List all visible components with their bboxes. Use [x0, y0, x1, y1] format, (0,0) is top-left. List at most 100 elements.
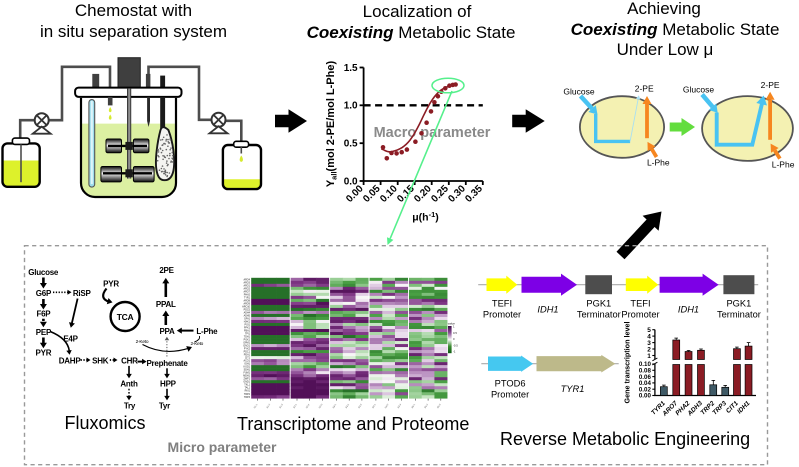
svg-text:L-Phe: L-Phe: [196, 327, 218, 336]
svg-text:PPA: PPA: [159, 327, 175, 336]
svg-text:GND1: GND1: [243, 381, 250, 384]
svg-text:S3-3: S3-3: [358, 403, 363, 409]
svg-text:1: 1: [453, 325, 455, 329]
svg-text:DAHP: DAHP: [59, 357, 82, 366]
svg-text:Anth: Anth: [120, 380, 138, 389]
svg-text:PPAL: PPAL: [156, 300, 176, 309]
svg-text:2-Keto: 2-Keto: [190, 341, 203, 347]
svg-text:TDH1: TDH1: [244, 336, 251, 339]
svg-text:MDH1: MDH1: [243, 375, 250, 378]
svg-text:TCA: TCA: [117, 312, 134, 322]
svg-text:0.02: 0.02: [639, 386, 652, 393]
svg-text:Promoter: Promoter: [483, 310, 521, 320]
svg-text:TEFI: TEFI: [630, 299, 650, 309]
svg-text:S2-2: S2-2: [306, 403, 311, 409]
svg-text:0.0: 0.0: [344, 176, 358, 187]
svg-text:Terminator: Terminator: [717, 310, 761, 320]
svg-text:2PE: 2PE: [159, 266, 174, 275]
svg-text:GPM1: GPM1: [243, 342, 250, 345]
svg-text:ARO10: ARO10: [242, 305, 251, 308]
svg-text:ZWF1: ZWF1: [243, 378, 250, 381]
svg-text:2-Keto: 2-Keto: [136, 339, 149, 345]
svg-text:ARO7: ARO7: [243, 290, 250, 293]
svg-text:ARO3: ARO3: [243, 281, 250, 284]
svg-text:S4-1: S4-1: [372, 403, 377, 409]
svg-text:E4P: E4P: [63, 334, 78, 343]
svg-text:PGK1: PGK1: [586, 299, 611, 309]
svg-text:S3-2: S3-2: [346, 403, 351, 409]
svg-text:0.5: 0.5: [344, 139, 358, 150]
svg-text:-1: -1: [453, 350, 456, 354]
svg-text:TRP2: TRP2: [244, 393, 251, 396]
svg-text:FBA1: FBA1: [244, 330, 251, 333]
svg-text:2-PE: 2-PE: [635, 84, 654, 94]
svg-text:PTOD6: PTOD6: [495, 379, 526, 389]
svg-text:5: 5: [647, 327, 651, 334]
svg-text:S4-2: S4-2: [385, 403, 390, 409]
svg-text:S1-1: S1-1: [254, 403, 259, 409]
svg-text:1: 1: [647, 353, 651, 360]
svg-text:1.5: 1.5: [344, 63, 358, 74]
svg-text:F6P: F6P: [36, 310, 51, 319]
svg-text:3: 3: [647, 340, 651, 347]
svg-text:TAL1: TAL1: [244, 387, 250, 390]
svg-text:Gene transcription level: Gene transcription level: [623, 322, 632, 404]
svg-text:0.04: 0.04: [639, 380, 652, 387]
svg-text:0.5: 0.5: [453, 331, 457, 335]
svg-text:FUM1: FUM1: [243, 372, 250, 375]
svg-text:PGK1: PGK1: [244, 339, 251, 342]
svg-text:PDC1: PDC1: [244, 351, 251, 354]
svg-text:SHK: SHK: [92, 357, 109, 366]
svg-text:2: 2: [647, 346, 651, 353]
svg-text:2-PE: 2-PE: [761, 80, 780, 90]
svg-text:ARO9: ARO9: [243, 302, 250, 305]
svg-text:Glucose: Glucose: [563, 87, 594, 97]
svg-text:ADH5: ADH5: [244, 314, 251, 317]
svg-text:1.0: 1.0: [344, 101, 358, 112]
svg-text:L-Phe: L-Phe: [647, 158, 670, 168]
svg-text:Glucose: Glucose: [683, 84, 714, 94]
svg-text:Prephenate: Prephenate: [146, 359, 188, 368]
svg-text:Glucose: Glucose: [28, 268, 59, 277]
svg-text:TRP3: TRP3: [244, 396, 251, 399]
svg-text:PYK2: PYK2: [244, 348, 251, 351]
svg-text:PDA1: PDA1: [244, 354, 251, 357]
svg-text:RiSP: RiSP: [73, 289, 92, 298]
svg-text:value: value: [448, 322, 456, 326]
svg-text:PDC5: PDC5: [244, 308, 251, 311]
svg-text:S3-1: S3-1: [333, 403, 338, 409]
svg-text:ARO4: ARO4: [243, 278, 250, 281]
svg-text:-0.5: -0.5: [453, 343, 458, 347]
svg-text:ACO1: ACO1: [243, 360, 250, 363]
svg-text:ADH4: ADH4: [244, 311, 251, 314]
svg-text:ARO1: ARO1: [243, 284, 250, 287]
svg-text:TPI1: TPI1: [245, 333, 251, 336]
svg-text:CIT1: CIT1: [245, 357, 251, 360]
svg-text:S1-2: S1-2: [267, 403, 272, 409]
svg-text:S2-1: S2-1: [293, 403, 298, 409]
svg-text:S2-3: S2-3: [319, 403, 324, 409]
svg-text:Tyr: Tyr: [159, 402, 170, 411]
svg-text:4: 4: [647, 334, 651, 341]
svg-text:PHA2: PHA2: [244, 293, 251, 296]
svg-text:S5-3: S5-3: [437, 403, 442, 409]
svg-text:S1-3: S1-3: [279, 403, 284, 409]
svg-text:TKL1: TKL1: [244, 384, 250, 387]
svg-text:0.10: 0.10: [639, 361, 652, 368]
svg-text:TEFI: TEFI: [492, 299, 512, 309]
svg-text:ENO1: ENO1: [243, 345, 250, 348]
svg-text:IDH1: IDH1: [245, 363, 251, 366]
svg-text:KGD1: KGD1: [243, 366, 250, 369]
svg-text:Try: Try: [124, 402, 136, 411]
svg-text:PGI1: PGI1: [245, 323, 251, 326]
svg-text:IDH1: IDH1: [537, 305, 558, 315]
svg-text:0.08: 0.08: [639, 368, 652, 375]
svg-text:G6P: G6P: [36, 289, 52, 298]
svg-text:TYR1: TYR1: [244, 296, 251, 299]
svg-text:S5-2: S5-2: [424, 403, 429, 409]
svg-text:HXK1: HXK1: [244, 320, 251, 323]
svg-text:0: 0: [453, 337, 455, 341]
svg-text:Promoter: Promoter: [491, 390, 529, 400]
svg-text:IDH1: IDH1: [678, 305, 699, 315]
svg-text:L-Phe: L-Phe: [772, 160, 795, 170]
